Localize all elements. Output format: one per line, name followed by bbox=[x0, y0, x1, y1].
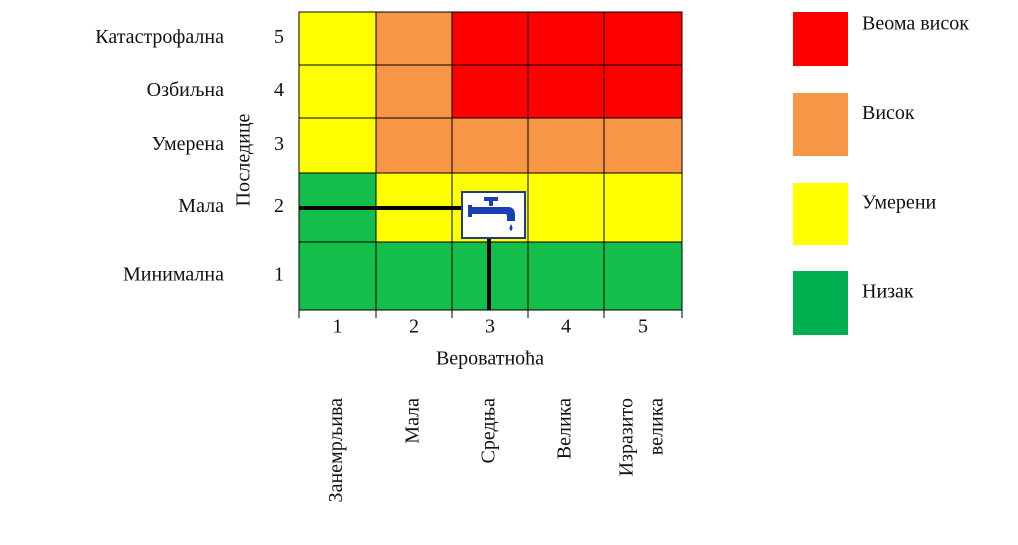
row-number: 2 bbox=[274, 195, 284, 217]
row-label: Мала bbox=[178, 195, 224, 217]
row-number: 3 bbox=[274, 133, 284, 155]
row-label: Катастрофална bbox=[95, 26, 224, 48]
column-descriptor: Изразито bbox=[616, 398, 638, 476]
matrix-cell bbox=[451, 64, 529, 119]
row-number: 5 bbox=[274, 26, 284, 48]
column-number: 2 bbox=[409, 316, 419, 338]
matrix-cell bbox=[451, 117, 529, 174]
row-number: 4 bbox=[274, 79, 284, 101]
column-number: 4 bbox=[561, 316, 571, 338]
matrix-cell bbox=[451, 11, 529, 66]
column-descriptor: велика bbox=[646, 398, 668, 455]
legend-label: Низак bbox=[862, 281, 914, 303]
matrix-cell bbox=[527, 241, 605, 311]
column-descriptor: Мала bbox=[402, 398, 424, 444]
matrix-cell bbox=[298, 241, 377, 311]
y-axis-title: Последице bbox=[233, 113, 255, 206]
matrix-cell bbox=[298, 11, 377, 66]
row-number: 1 bbox=[274, 264, 284, 286]
matrix-cell bbox=[603, 64, 683, 119]
matrix-cell bbox=[603, 241, 683, 311]
matrix-cell bbox=[527, 64, 605, 119]
row-label: Озбиљна bbox=[147, 79, 224, 101]
legend-swatch bbox=[793, 93, 848, 156]
matrix-cell bbox=[603, 172, 683, 243]
matrix-cell bbox=[603, 11, 683, 66]
legend-swatch bbox=[793, 12, 848, 66]
faucet-icon bbox=[461, 191, 526, 239]
column-descriptor: Занемрљива bbox=[325, 398, 347, 503]
matrix-cell bbox=[603, 117, 683, 174]
matrix-cell bbox=[527, 172, 605, 243]
column-number: 1 bbox=[333, 316, 343, 338]
legend-swatch bbox=[793, 183, 848, 245]
matrix-cell bbox=[527, 11, 605, 66]
matrix-cell bbox=[375, 241, 453, 311]
column-number: 5 bbox=[638, 316, 648, 338]
x-axis-title: Вероватноћа bbox=[436, 348, 544, 370]
row-label: Минимална bbox=[123, 264, 224, 286]
matrix-cell bbox=[298, 64, 377, 119]
legend-label: Умерени bbox=[862, 192, 937, 214]
legend-label: Висок bbox=[862, 102, 915, 124]
column-descriptor: Велика bbox=[554, 398, 576, 459]
matrix-cell bbox=[527, 117, 605, 174]
column-number: 3 bbox=[485, 316, 495, 338]
matrix-cell bbox=[298, 117, 377, 174]
legend-swatch bbox=[793, 271, 848, 335]
row-label: Умерена bbox=[152, 133, 225, 155]
matrix-cell bbox=[375, 64, 453, 119]
matrix-cell bbox=[375, 117, 453, 174]
matrix-cell bbox=[375, 11, 453, 66]
column-descriptor: Средња bbox=[478, 398, 500, 464]
legend-label: Веома висок bbox=[862, 13, 969, 35]
